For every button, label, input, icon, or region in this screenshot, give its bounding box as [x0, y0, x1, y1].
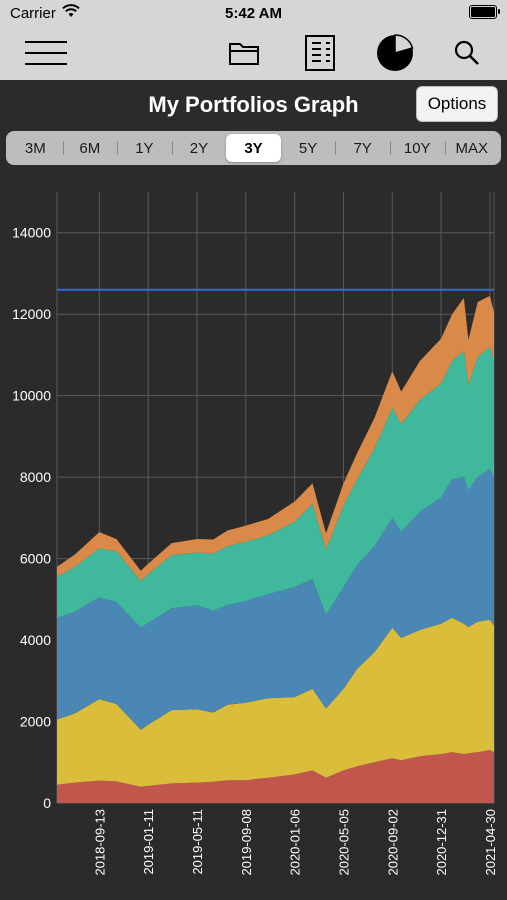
- title-bar: My Portfolios Graph Options: [0, 80, 507, 130]
- x-tick-label: 2019-01-11: [141, 809, 156, 875]
- toolbar: [0, 26, 507, 81]
- page-title: My Portfolios Graph: [148, 92, 359, 117]
- x-tick-label: 2019-09-08: [239, 809, 254, 876]
- options-button[interactable]: Options: [416, 86, 498, 122]
- status-bar: Carrier 5:42 AM: [0, 0, 507, 26]
- y-tick-label: 6000: [20, 551, 51, 567]
- range-tab-7y[interactable]: 7Y: [335, 134, 390, 162]
- series-area-3: [57, 469, 494, 730]
- wifi-icon: [62, 4, 80, 17]
- series-area-4: [57, 346, 494, 628]
- range-tab-3y[interactable]: 3Y: [226, 134, 281, 162]
- y-tick-label: 10000: [12, 388, 51, 404]
- y-tick-label: 12000: [12, 306, 51, 322]
- range-tab-3m[interactable]: 3M: [24, 139, 46, 157]
- range-tab-max[interactable]: MAX: [444, 134, 500, 162]
- y-tick-label: 2000: [20, 714, 51, 730]
- range-tab-1y[interactable]: 1Y: [117, 134, 172, 162]
- x-tick-label: 2019-05-11: [190, 809, 205, 875]
- y-tick-label: 4000: [20, 632, 51, 648]
- status-time: 5:42 AM: [225, 5, 282, 22]
- x-tick-label: 2020-01-06: [288, 809, 303, 876]
- portfolio-area-chart: 0 2000 4000 6000 8000 10000 12000 14000 2018-09-…: [12, 192, 498, 876]
- series-area-1: [57, 750, 494, 803]
- folder-icon[interactable]: [226, 34, 262, 72]
- search-icon[interactable]: [452, 34, 482, 72]
- range-tab-6m[interactable]: 6M: [62, 134, 118, 162]
- carrier-label: Carrier: [10, 5, 56, 22]
- pie-chart-icon[interactable]: [374, 34, 416, 72]
- x-tick-label: 2020-12-31: [434, 809, 449, 876]
- range-tab-2y[interactable]: 2Y: [171, 134, 227, 162]
- report-icon[interactable]: [302, 34, 338, 72]
- x-tick-label: 2020-09-02: [385, 809, 400, 876]
- y-tick-label: 0: [43, 795, 51, 811]
- x-tick-label: 2020-05-05: [336, 809, 351, 876]
- series-area-5: [57, 295, 494, 581]
- battery-icon: [469, 5, 500, 19]
- time-range-selector: 3M 6M 1Y 2Y 3Y 5Y 7Y 10Y MAX: [6, 131, 501, 165]
- y-tick-label: 8000: [20, 469, 51, 485]
- menu-icon[interactable]: [24, 34, 68, 72]
- x-tick-label: 2021-04-30: [483, 809, 498, 876]
- range-tab-10y[interactable]: 10Y: [389, 134, 445, 162]
- x-tick-label: 2018-09-13: [92, 809, 107, 876]
- range-tab-5y[interactable]: 5Y: [298, 139, 318, 157]
- series-area-2: [57, 617, 494, 787]
- y-tick-label: 14000: [12, 225, 51, 241]
